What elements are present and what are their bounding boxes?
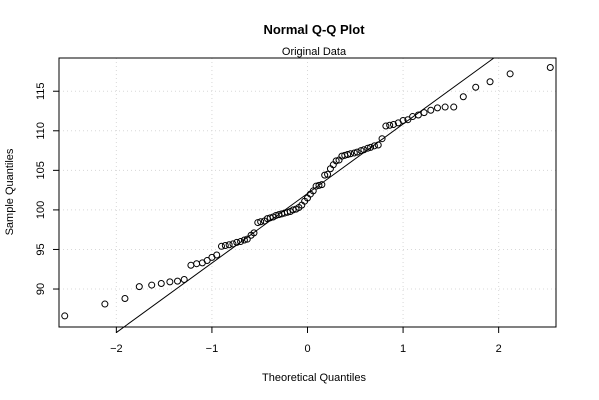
y-tick-label-4: 110 [35, 122, 47, 140]
data-point [399, 117, 407, 125]
data-point [546, 63, 554, 71]
data-point [414, 111, 422, 119]
data-point [450, 103, 458, 111]
y-tick-label-1: 95 [35, 243, 47, 255]
data-point [386, 121, 394, 129]
data-point [360, 146, 368, 154]
data-point [390, 120, 398, 128]
data-point [318, 181, 326, 189]
y-axis: 90 95 100 105 110 115 [35, 82, 60, 295]
data-point [221, 242, 229, 250]
y-tick-label-2: 100 [35, 201, 47, 219]
data-point [433, 104, 441, 112]
data-point [347, 150, 355, 158]
chart-subtitle: Original Data [282, 46, 347, 58]
data-point [203, 257, 211, 265]
data-point [233, 238, 241, 246]
data-point [427, 106, 435, 114]
data-point [229, 240, 237, 248]
data-point [364, 144, 372, 152]
data-point [289, 206, 297, 214]
data-point [315, 181, 323, 189]
x-tick-label-4: 2 [496, 343, 502, 355]
data-point [187, 261, 195, 269]
data-point [254, 219, 262, 227]
data-point [344, 151, 352, 159]
y-tick-label-5: 115 [35, 82, 47, 100]
data-point [213, 251, 221, 259]
data-point [237, 238, 245, 246]
y-axis-title: Sample Quantiles [4, 148, 16, 235]
x-tick-label-1: −1 [206, 343, 219, 355]
data-point [250, 229, 258, 237]
data-point [180, 276, 188, 284]
data-point [367, 143, 375, 151]
x-tick-label-3: 1 [400, 343, 406, 355]
data-point [240, 236, 248, 244]
data-point [174, 277, 182, 285]
chart-title: Normal Q-Q Plot [263, 22, 365, 37]
data-point [350, 149, 358, 157]
data-point [506, 70, 514, 78]
data-point [353, 148, 361, 156]
data-point [324, 170, 332, 178]
data-point [148, 281, 156, 289]
data-point [459, 93, 467, 101]
data-point [441, 103, 449, 111]
data-point [101, 300, 109, 308]
data-point [378, 135, 386, 143]
data-point [157, 279, 165, 287]
data-point [374, 141, 382, 149]
x-axis-title: Theoretical Quantiles [262, 372, 366, 384]
x-axis: −2 −1 0 1 2 [110, 326, 502, 355]
data-point [121, 295, 129, 303]
data-points [61, 63, 554, 320]
y-tick-label-3: 105 [35, 161, 47, 179]
data-point [217, 242, 225, 250]
data-point [135, 283, 143, 291]
data-point [266, 214, 274, 222]
data-point [243, 235, 251, 243]
reference-line [116, 57, 495, 333]
data-point [225, 241, 233, 249]
data-point [382, 122, 390, 130]
data-point [193, 260, 201, 268]
data-point [166, 278, 174, 286]
data-point [332, 157, 340, 165]
data-point [283, 208, 291, 216]
data-point [420, 109, 428, 117]
data-point [404, 116, 412, 124]
data-point [370, 142, 378, 150]
y-tick-label-0: 90 [35, 283, 47, 295]
data-point [257, 218, 265, 226]
data-point [357, 147, 365, 155]
data-point [486, 78, 494, 86]
reference-line-group [116, 57, 495, 333]
grid-lines [59, 58, 556, 327]
data-point [61, 312, 69, 320]
data-point [472, 83, 480, 91]
x-tick-label-2: 0 [304, 343, 310, 355]
data-point [321, 171, 329, 179]
x-tick-label-0: −2 [110, 343, 123, 355]
